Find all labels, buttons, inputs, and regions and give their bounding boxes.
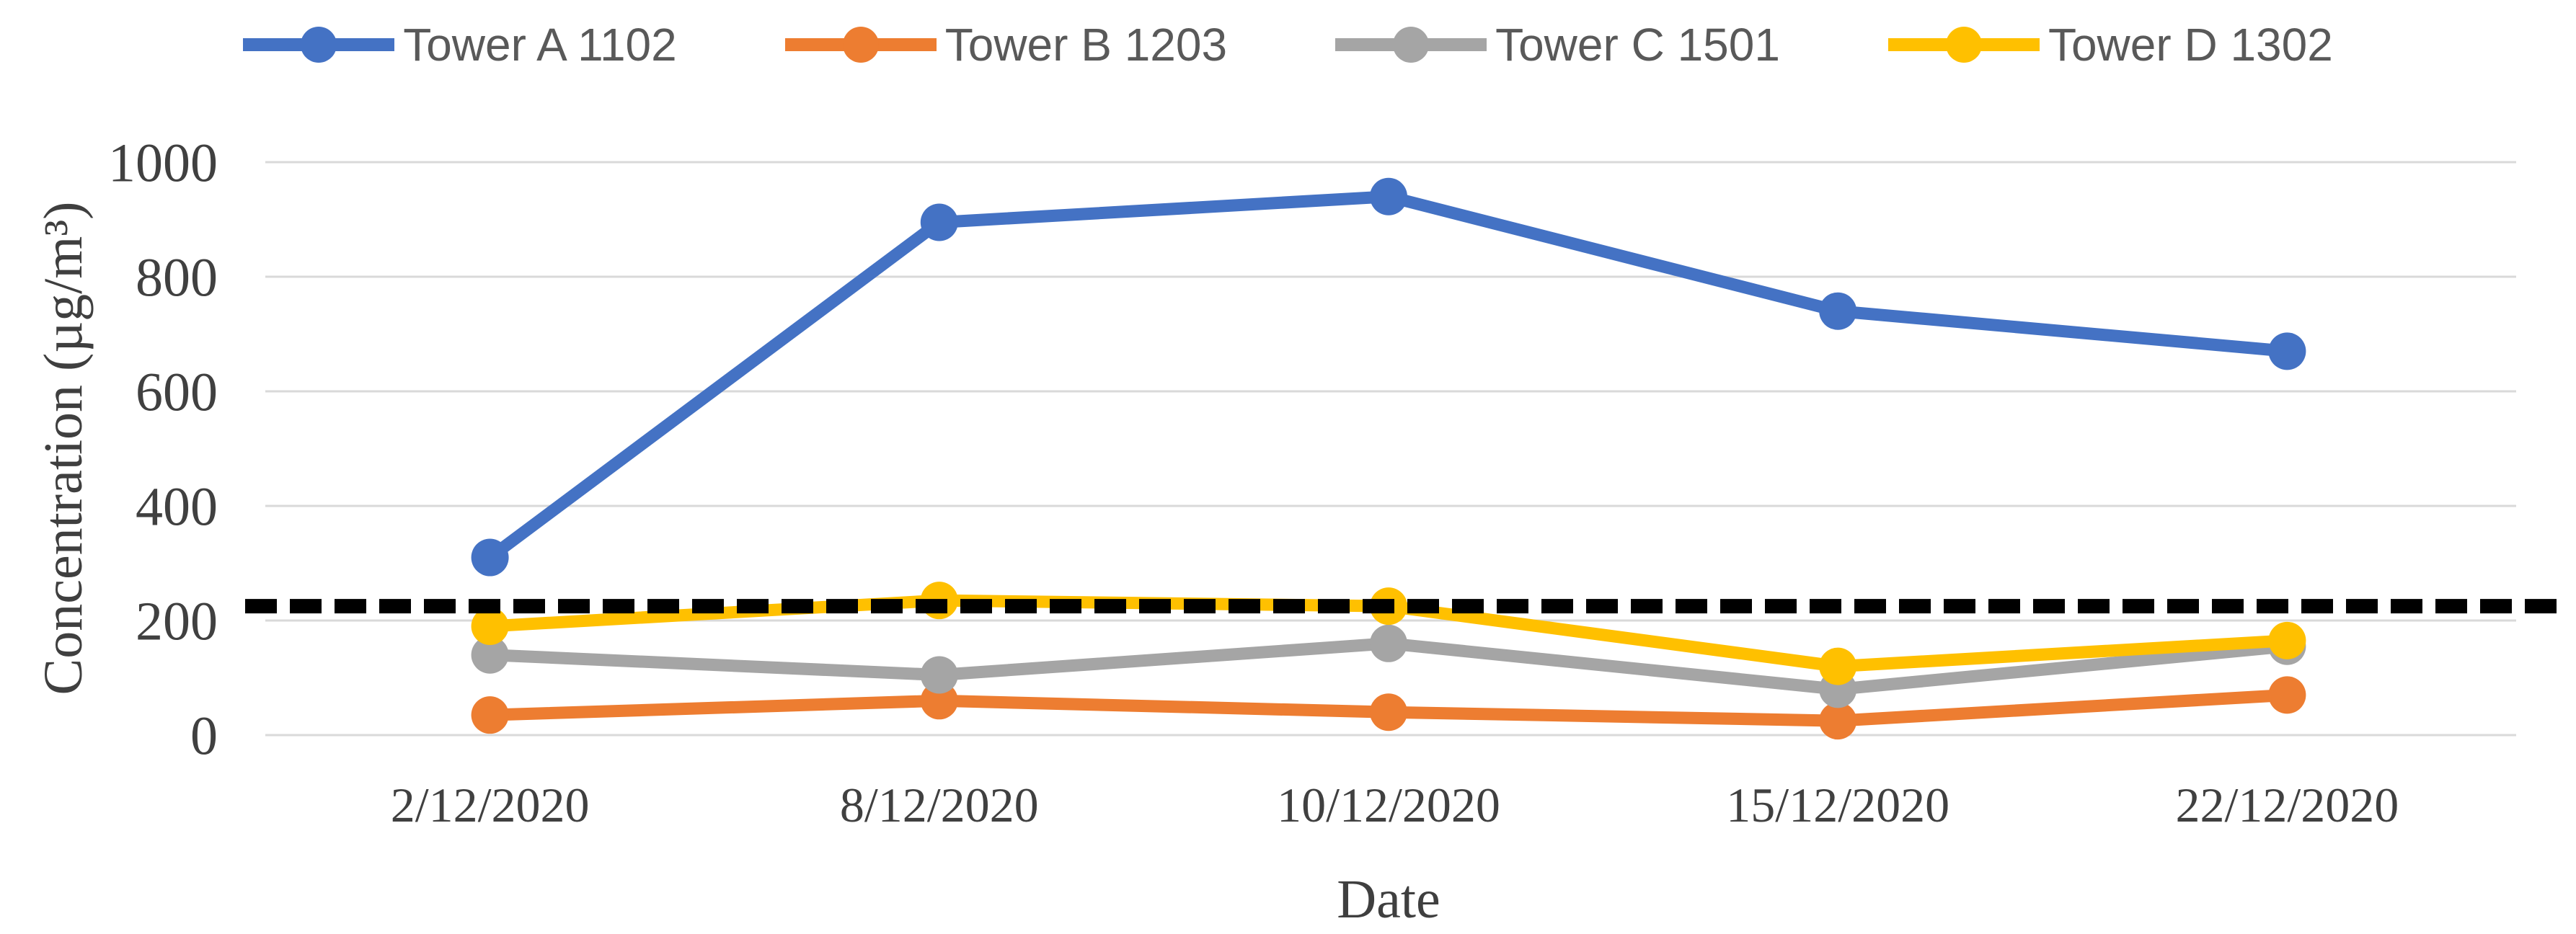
data-point-marker <box>1819 702 1857 740</box>
data-point-marker <box>1819 292 1857 330</box>
chart-legend: Tower A 1102 Tower B 1203 Tower C 1501 Towe… <box>0 10 2576 79</box>
legend-item: Tower A 1102 <box>243 10 677 79</box>
y-tick-label: 1000 <box>108 133 218 194</box>
y-tick-label: 600 <box>136 363 218 423</box>
data-point-marker <box>2268 621 2306 659</box>
data-point-marker <box>2268 332 2306 370</box>
y-axis-title: Concentration (µg/m³) <box>33 201 94 695</box>
legend-line-marker-icon <box>1335 27 1487 63</box>
legend-line-marker-icon <box>1887 27 2040 63</box>
x-tick-label: 8/12/2020 <box>840 778 1039 832</box>
data-point-marker <box>2268 676 2306 714</box>
y-tick-label: 400 <box>136 477 218 538</box>
data-point-marker <box>1370 693 1407 731</box>
x-tick-label: 10/12/2020 <box>1277 778 1500 832</box>
data-point-marker <box>471 607 509 645</box>
legend-item: Tower C 1501 <box>1335 10 1780 79</box>
data-point-marker <box>920 203 958 241</box>
data-point-marker <box>1370 624 1407 662</box>
data-point-marker <box>1819 647 1857 685</box>
data-point-marker <box>920 656 958 694</box>
data-point-marker <box>471 538 509 577</box>
legend-label: Tower B 1203 <box>944 19 1228 71</box>
legend-label: Tower C 1501 <box>1495 19 1780 71</box>
legend-label: Tower A 1102 <box>403 19 677 71</box>
data-point-marker <box>920 682 958 720</box>
legend-item: Tower B 1203 <box>784 10 1228 79</box>
x-tick-label: 22/12/2020 <box>2176 778 2399 832</box>
x-axis-title: Date <box>1337 869 1440 930</box>
y-tick-label: 200 <box>136 592 218 652</box>
y-tick-label: 0 <box>190 706 218 767</box>
data-point-marker <box>471 696 509 734</box>
legend-line-marker-icon <box>784 27 937 63</box>
data-point-marker <box>471 636 509 674</box>
x-tick-label: 2/12/2020 <box>391 778 590 832</box>
y-tick-label: 800 <box>136 248 218 308</box>
series-line <box>484 190 2293 564</box>
x-tick-label: 15/12/2020 <box>1726 778 1949 832</box>
legend-item: Tower D 1302 <box>1887 10 2333 79</box>
legend-line-marker-icon <box>243 27 395 63</box>
legend-label: Tower D 1302 <box>2048 19 2333 71</box>
data-point-marker <box>1370 177 1407 215</box>
